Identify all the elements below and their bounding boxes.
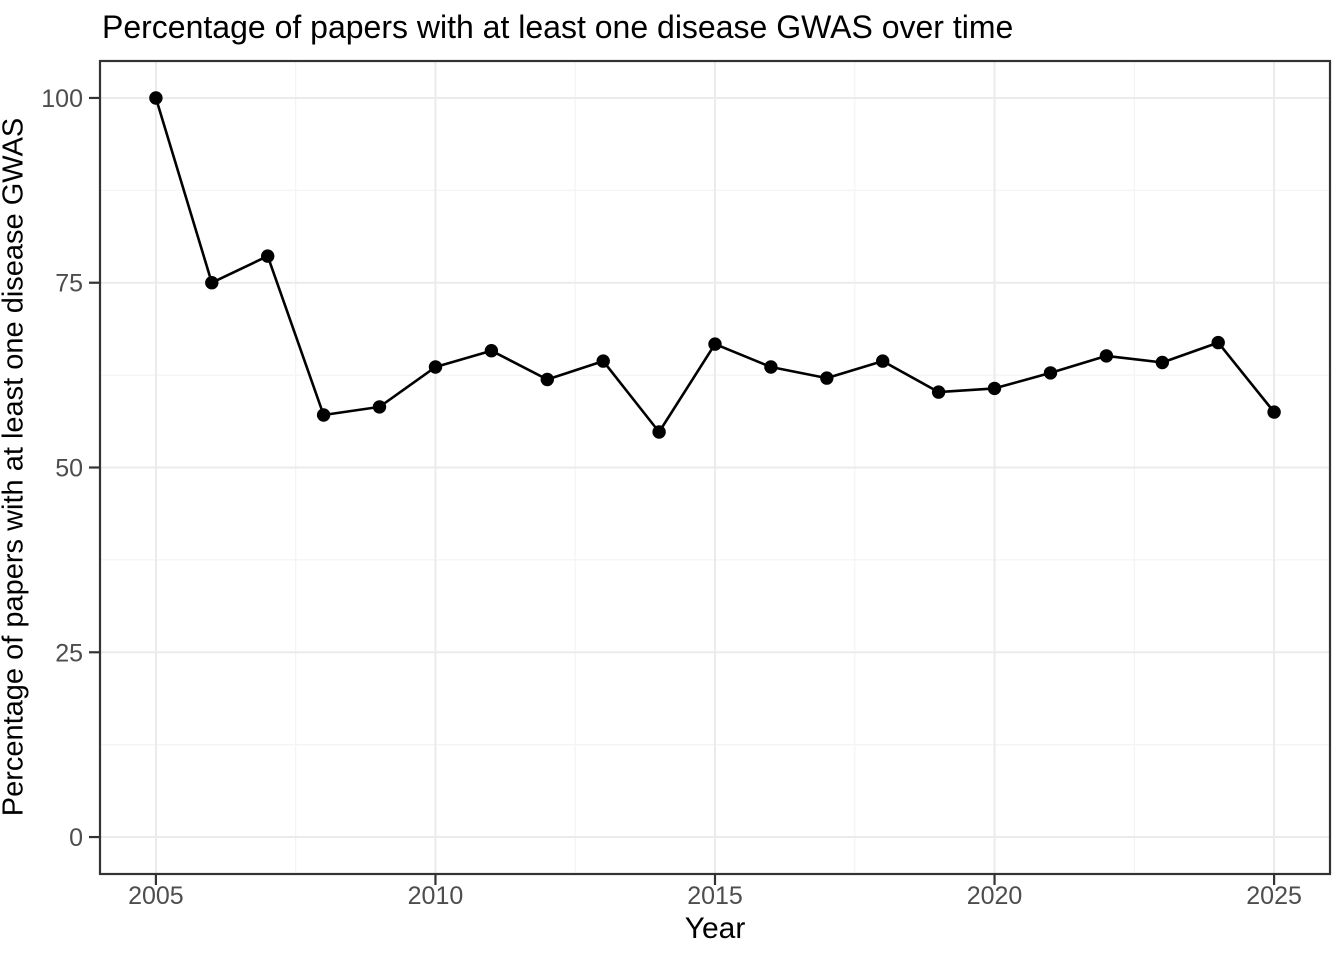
y-tick-label: 50: [55, 455, 83, 483]
data-point-2016: [764, 360, 778, 374]
y-tick-label: 75: [55, 270, 83, 298]
data-point-2005: [149, 91, 163, 105]
panel-border: [98, 59, 1332, 876]
y-tick-label: 100: [41, 85, 83, 113]
data-point-2008: [316, 408, 331, 422]
data-point-2011: [484, 344, 499, 358]
data-point-2007: [261, 249, 275, 263]
data-point-2010: [428, 360, 443, 374]
data-point-2013: [596, 354, 610, 368]
data-point-2022: [1099, 349, 1114, 363]
data-point-2017: [820, 371, 834, 385]
data-point-2025: [1267, 405, 1281, 419]
data-point-2019: [931, 385, 946, 399]
x-axis-title: Year: [684, 912, 746, 945]
x-tick-label: 2005: [128, 882, 184, 910]
data-point-2021: [1043, 366, 1058, 380]
y-tick-label: 25: [55, 639, 83, 667]
x-tick-label: 2010: [408, 882, 464, 910]
data-point-2020: [987, 381, 1002, 396]
chart-title: Percentage of papers with at least one d…: [102, 9, 1014, 45]
data-point-2018: [876, 354, 890, 368]
data-point-2015: [708, 337, 722, 351]
data-point-2014: [652, 425, 666, 439]
data-point-2006: [205, 276, 219, 290]
x-tick-label: 2015: [687, 882, 743, 910]
data-point-2012: [540, 372, 554, 387]
data-point-2024: [1211, 335, 1225, 350]
data-point-2023: [1155, 355, 1170, 370]
y-tick-label: 0: [69, 824, 83, 852]
data-point-2009: [372, 400, 387, 414]
x-tick-label: 2020: [967, 882, 1023, 910]
x-tick-label: 2025: [1246, 882, 1302, 910]
